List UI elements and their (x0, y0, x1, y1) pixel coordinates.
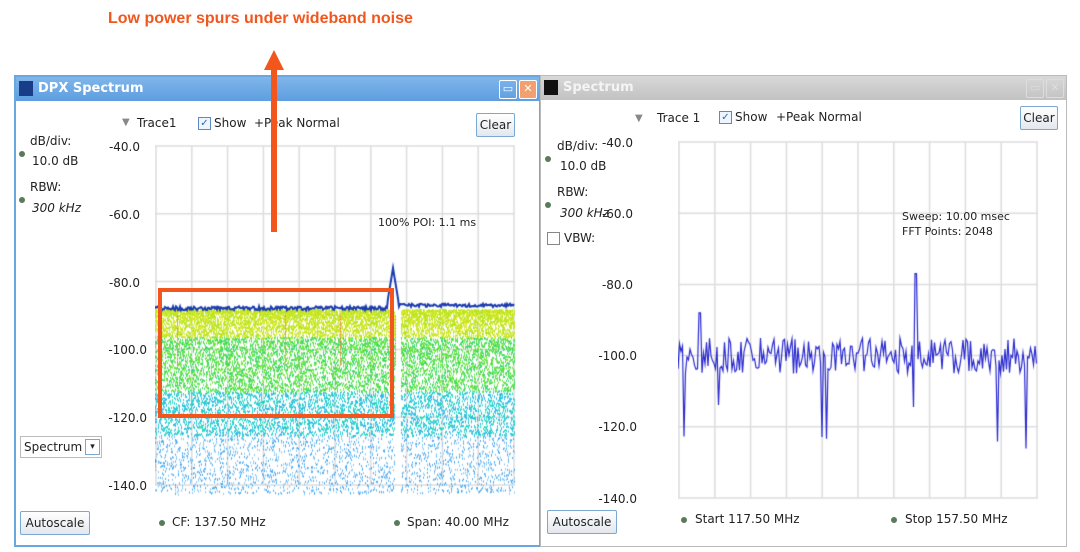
trace-dropdown-icon[interactable]: ▼ (635, 113, 643, 124)
y-tick: -120.0 (108, 411, 147, 425)
dbdiv-label: dB/div: (30, 134, 72, 148)
y-tick: -140.0 (598, 492, 637, 506)
select-value: Spectrum (24, 440, 83, 454)
spectrum-plot[interactable] (678, 140, 1040, 502)
trace-label[interactable]: Trace1 (137, 116, 177, 130)
y-tick: -80.0 (108, 276, 140, 290)
window-title: DPX Spectrum (38, 81, 144, 96)
dbdiv-value[interactable]: 10.0 dB (560, 159, 607, 173)
rbw-label: RBW: (30, 180, 62, 194)
close-icon[interactable]: ✕ (1046, 79, 1064, 98)
trace-dropdown-icon[interactable]: ▼ (122, 117, 130, 128)
knob-icon[interactable] (394, 520, 400, 526)
annotation-arrow (271, 66, 277, 232)
chevron-down-icon[interactable]: ▾ (85, 439, 100, 455)
knob-icon[interactable] (891, 517, 897, 523)
annotation-text: Low power spurs under wideband noise (108, 10, 413, 27)
show-label: Show (214, 116, 247, 130)
maximize-icon[interactable]: ▭ (499, 80, 517, 99)
vbw-label: VBW: (564, 231, 596, 245)
y-tick: -100.0 (108, 343, 147, 357)
dbdiv-value[interactable]: 10.0 dB (32, 154, 79, 168)
y-tick: -40.0 (108, 140, 140, 154)
title-bar[interactable]: Spectrum ▭ ✕ (541, 76, 1066, 100)
trace-label[interactable]: Trace 1 (657, 111, 701, 125)
sweep-readout: Sweep: 10.00 msec (902, 210, 1010, 223)
autoscale-button[interactable]: Autoscale (20, 511, 90, 535)
knob-icon[interactable] (545, 156, 551, 162)
display-mode-select[interactable]: Spectrum ▾ (20, 436, 102, 458)
knob-icon[interactable] (159, 520, 165, 526)
knob-icon[interactable] (545, 202, 551, 208)
show-checkbox[interactable]: ✓ (719, 111, 732, 124)
show-checkbox[interactable]: ✓ (198, 117, 211, 130)
fft-points-readout: FFT Points: 2048 (902, 225, 993, 238)
rbw-value[interactable]: 300 kHz (560, 206, 609, 220)
vbw-checkbox[interactable] (547, 232, 560, 245)
y-tick: -40.0 (601, 136, 633, 150)
autoscale-button[interactable]: Autoscale (547, 510, 617, 534)
y-tick: -80.0 (601, 278, 633, 292)
start-frequency[interactable]: Start 117.50 MHz (695, 512, 800, 526)
span-value[interactable]: Span: 40.00 MHz (407, 515, 509, 529)
spectrum-app-icon (544, 80, 558, 95)
dpx-plot[interactable] (155, 140, 517, 502)
dpx-app-icon (19, 81, 33, 96)
detector-label[interactable]: +Peak Normal (254, 116, 340, 130)
knob-icon[interactable] (681, 517, 687, 523)
center-frequency[interactable]: CF: 137.50 MHz (172, 515, 266, 529)
clear-button[interactable]: Clear (1020, 106, 1058, 130)
y-tick: -60.0 (601, 207, 633, 221)
show-label: Show (735, 110, 768, 124)
y-tick: -120.0 (598, 420, 637, 434)
rbw-value[interactable]: 300 kHz (32, 201, 81, 215)
y-tick: -140.0 (108, 479, 147, 493)
annotation-highlight-box (158, 288, 394, 418)
dbdiv-label: dB/div: (557, 139, 599, 153)
window-title: Spectrum (563, 80, 634, 95)
maximize-icon[interactable]: ▭ (1026, 79, 1044, 98)
clear-button[interactable]: Clear (476, 113, 515, 137)
knob-icon[interactable] (19, 151, 25, 157)
title-bar[interactable]: DPX Spectrum ▭ ✕ (16, 77, 539, 101)
y-tick: -60.0 (108, 208, 140, 222)
y-tick: -100.0 (598, 349, 637, 363)
rbw-label: RBW: (557, 185, 589, 199)
close-icon[interactable]: ✕ (519, 80, 537, 99)
stop-frequency[interactable]: Stop 157.50 MHz (905, 512, 1008, 526)
detector-label[interactable]: +Peak Normal (776, 110, 862, 124)
poi-readout: 100% POI: 1.1 ms (378, 216, 477, 229)
arrow-head-icon (264, 50, 284, 70)
knob-icon[interactable] (19, 197, 25, 203)
